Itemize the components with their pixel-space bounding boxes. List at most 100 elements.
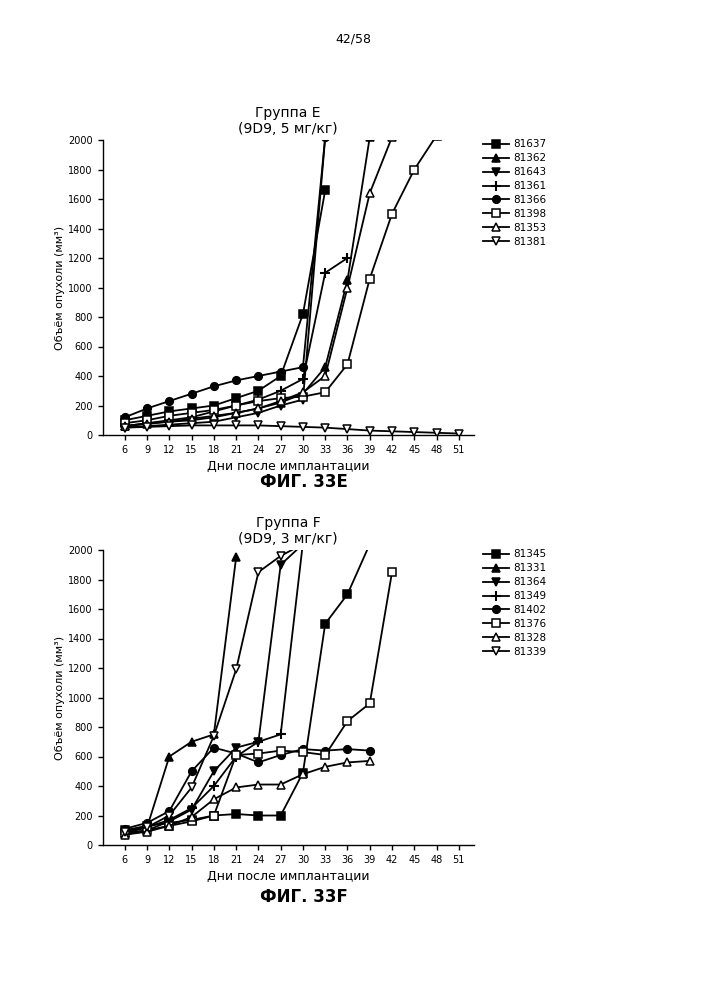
Line: 81643: 81643 [121, 133, 329, 431]
81328 [187, 811, 196, 823]
81362 [165, 416, 174, 428]
81361 [255, 394, 263, 406]
Text: ФИГ. 33F: ФИГ. 33F [260, 888, 348, 906]
81366 [232, 374, 240, 386]
Line: 81402: 81402 [121, 744, 373, 833]
Line: 81381: 81381 [121, 422, 462, 437]
Line: 81364: 81364 [121, 540, 307, 838]
81381 [210, 419, 218, 431]
Line: 81376: 81376 [121, 568, 396, 837]
81402 [299, 743, 308, 755]
81637 [276, 370, 285, 382]
81349 [120, 826, 129, 838]
81381 [120, 422, 129, 434]
81402 [165, 805, 174, 817]
81376 [299, 746, 308, 758]
81381 [232, 419, 240, 431]
81402 [276, 749, 285, 761]
81364 [120, 829, 129, 841]
81353 [120, 420, 129, 432]
81643 [255, 407, 263, 419]
81345 [366, 538, 374, 550]
81376 [143, 824, 151, 836]
81339 [120, 826, 129, 838]
81381 [366, 425, 374, 437]
81381 [143, 421, 151, 433]
81637 [187, 402, 196, 414]
81362 [255, 402, 263, 414]
81402 [232, 748, 240, 760]
81637 [120, 414, 129, 426]
81398 [165, 410, 174, 422]
81328 [165, 820, 174, 832]
81381 [187, 419, 196, 431]
81339 [299, 538, 308, 550]
81364 [255, 736, 263, 748]
81361 [187, 411, 196, 423]
81643 [232, 411, 240, 423]
81362 [120, 420, 129, 432]
81353 [232, 407, 240, 419]
81353 [388, 131, 397, 143]
81402 [187, 765, 196, 777]
X-axis label: Дни после имплантации: Дни после имплантации [207, 460, 369, 473]
81345 [165, 817, 174, 829]
Legend: 81345, 81331, 81364, 81349, 81402, 81376, 81328, 81339: 81345, 81331, 81364, 81349, 81402, 81376… [483, 549, 546, 657]
81362 [321, 361, 329, 373]
81381 [299, 421, 308, 433]
81328 [210, 793, 218, 805]
81366 [120, 411, 129, 423]
Title: Группа F
(9D9, 3 мг/кг): Группа F (9D9, 3 мг/кг) [238, 516, 338, 546]
81361 [276, 385, 285, 397]
81637 [143, 410, 151, 422]
81366 [143, 402, 151, 414]
81349 [255, 736, 263, 748]
81349 [276, 728, 285, 740]
81331 [120, 827, 129, 839]
81643 [276, 399, 285, 412]
81376 [187, 815, 196, 827]
81376 [165, 820, 174, 832]
81637 [321, 184, 329, 196]
81402 [366, 745, 374, 757]
81353 [299, 386, 308, 398]
Line: 81637: 81637 [121, 186, 329, 424]
81402 [321, 745, 329, 757]
Title: Группа E
(9D9, 5 мг/кг): Группа E (9D9, 5 мг/кг) [238, 106, 338, 136]
81331 [165, 750, 174, 763]
81376 [255, 748, 263, 760]
Line: 81349: 81349 [120, 538, 308, 837]
81339 [255, 566, 263, 578]
81364 [276, 559, 285, 571]
81349 [210, 780, 218, 792]
81398 [120, 417, 129, 429]
81364 [232, 742, 240, 754]
81637 [165, 405, 174, 417]
81345 [321, 618, 329, 630]
81353 [143, 418, 151, 430]
81345 [255, 810, 263, 822]
81362 [366, 131, 374, 143]
81398 [410, 164, 419, 176]
81353 [187, 413, 196, 425]
81398 [232, 399, 240, 412]
81361 [143, 417, 151, 429]
81361 [232, 399, 240, 412]
81339 [187, 781, 196, 793]
81637 [255, 385, 263, 397]
81328 [366, 755, 374, 767]
81402 [344, 743, 352, 755]
81362 [210, 411, 218, 423]
81362 [143, 417, 151, 429]
81353 [366, 187, 374, 199]
81643 [120, 422, 129, 434]
81361 [120, 420, 129, 432]
81402 [143, 817, 151, 829]
Line: 81398: 81398 [121, 132, 440, 427]
81376 [366, 697, 374, 709]
81376 [210, 810, 218, 822]
81398 [210, 404, 218, 416]
Text: ФИГ. 33E: ФИГ. 33E [260, 473, 348, 491]
81381 [410, 426, 419, 438]
81398 [276, 392, 285, 404]
